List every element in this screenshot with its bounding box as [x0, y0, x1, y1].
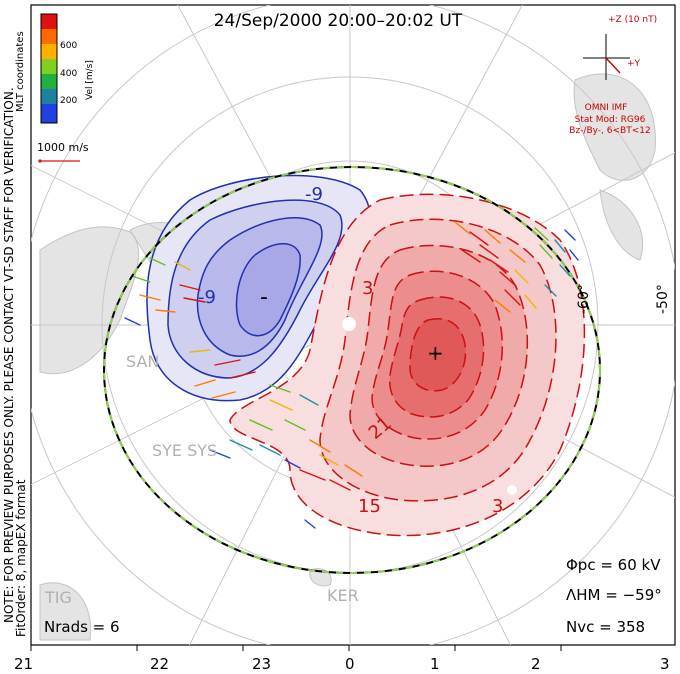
mlt-tick-23: 23 — [252, 655, 271, 673]
coordinate-system-label: MLT coordinates — [15, 31, 26, 112]
contour-label-neg-mid: -9 — [198, 287, 216, 308]
mlt-tick-0: 0 — [345, 655, 355, 673]
negative-potential-cell — [146, 174, 371, 402]
heppner-maynard-boundary-dash — [103, 166, 601, 574]
colorbar-tick-600: 600 — [60, 41, 77, 51]
velocity-vectors — [124, 221, 579, 529]
radar-label-sye-sys: SYE SYS — [152, 441, 217, 460]
imf-z-label: +Z (10 nT) — [608, 15, 657, 25]
contour-labels: -9 -9 - 3 3 21 15 + — [198, 184, 503, 517]
radar-sites: SAN SYE SYS TIG KER — [44, 352, 359, 607]
contour-label-max: + — [427, 341, 444, 365]
positive-potential-cell — [229, 193, 586, 537]
mlt-tick-21: 21 — [14, 655, 33, 673]
vector-count: Nvc = 358 — [566, 618, 645, 636]
boundary-node-marker — [507, 485, 517, 495]
scale-vector-origin — [38, 159, 42, 163]
colorbar-label: Vel [m/s] — [85, 60, 95, 100]
contour-label-pos-bottom: 3 — [492, 496, 503, 517]
imf-y-label: +Y — [627, 59, 641, 69]
imf-source: OMNI IMF — [585, 103, 628, 113]
cross-polar-potential: Φpc = 60 kV — [566, 556, 661, 574]
contour-label-neg-top: -9 — [305, 184, 323, 205]
mlt-tick-3: 3 — [660, 655, 670, 673]
imf-condition: Bz-/By-, 6<BT<12 — [569, 126, 650, 136]
radar-label-ker: KER — [327, 586, 359, 605]
mlt-axis: 21 22 23 0 1 2 3 — [14, 645, 670, 673]
contour-label-neg-min: - — [260, 285, 268, 310]
mlt-tick-1: 1 — [430, 655, 440, 673]
fit-order-label: FitOrder: 8, mapEX format — [14, 479, 28, 637]
latitude-label-50: -50° — [655, 284, 671, 314]
colorbar-tick-400: 400 — [60, 69, 77, 79]
map-title: 24/Sep/2000 20:00–20:02 UT — [214, 11, 463, 31]
magnetic-pole-marker — [342, 317, 356, 331]
radar-label-san: SAN — [126, 352, 159, 371]
imf-clock: +Z (10 nT) +Y OMNI IMF Stat Mod: RG96 Bz… — [569, 15, 657, 136]
radar-label-tig: TIG — [44, 588, 72, 607]
preview-note: NOTE: FOR PREVIEW PURPOSES ONLY. PLEASE … — [2, 87, 16, 623]
latitude-label-60: -60° — [576, 284, 592, 314]
contour-label-pos-left: 3 — [362, 278, 373, 299]
heppner-maynard-latitude: ΛHM = −59° — [566, 586, 662, 604]
scale-vector-label: 1000 m/s — [37, 141, 89, 154]
imf-model: Stat Mod: RG96 — [575, 115, 646, 125]
radar-count: Nrads = 6 — [44, 618, 120, 636]
mlt-tick-22: 22 — [150, 655, 169, 673]
velocity-colorbar: 600 400 200 Vel [m/s] — [40, 13, 95, 124]
mlt-tick-2: 2 — [531, 655, 541, 673]
contour-label-15: 15 — [358, 496, 381, 517]
colorbar-tick-200: 200 — [60, 96, 77, 106]
